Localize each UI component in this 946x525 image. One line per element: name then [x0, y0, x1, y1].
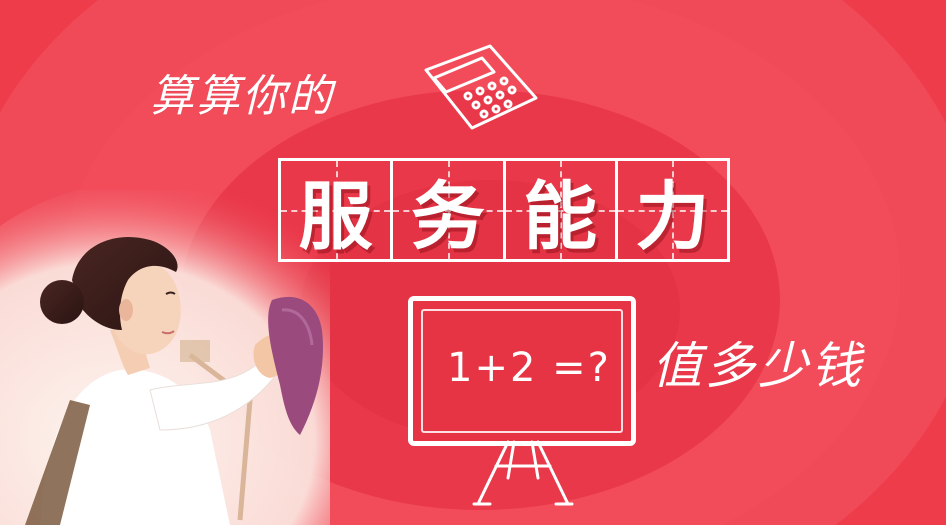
grid-char-1: 服	[298, 173, 373, 260]
equation-text: 1+2 =?	[447, 345, 611, 391]
grid-cell: 务	[393, 161, 506, 260]
grid-cell: 能	[505, 161, 618, 260]
chalkboard-icon: 1+2 =?	[408, 296, 636, 446]
calculator-icon	[424, 44, 538, 130]
headline: 算算你的	[150, 71, 334, 122]
grid-char-4: 力	[635, 173, 710, 260]
woman-cleaning-photo	[0, 190, 330, 525]
grid-cell: 力	[617, 161, 727, 260]
chalkboard-frame	[421, 309, 623, 433]
grid-cell: 服	[281, 161, 394, 260]
price-question-text: 值多少钱	[652, 337, 864, 395]
grid-char-2: 务	[410, 173, 485, 260]
easel-stand-icon	[472, 440, 574, 506]
grid-char-3: 能	[523, 173, 598, 260]
title-grid: 服 务 能 力	[278, 158, 730, 262]
